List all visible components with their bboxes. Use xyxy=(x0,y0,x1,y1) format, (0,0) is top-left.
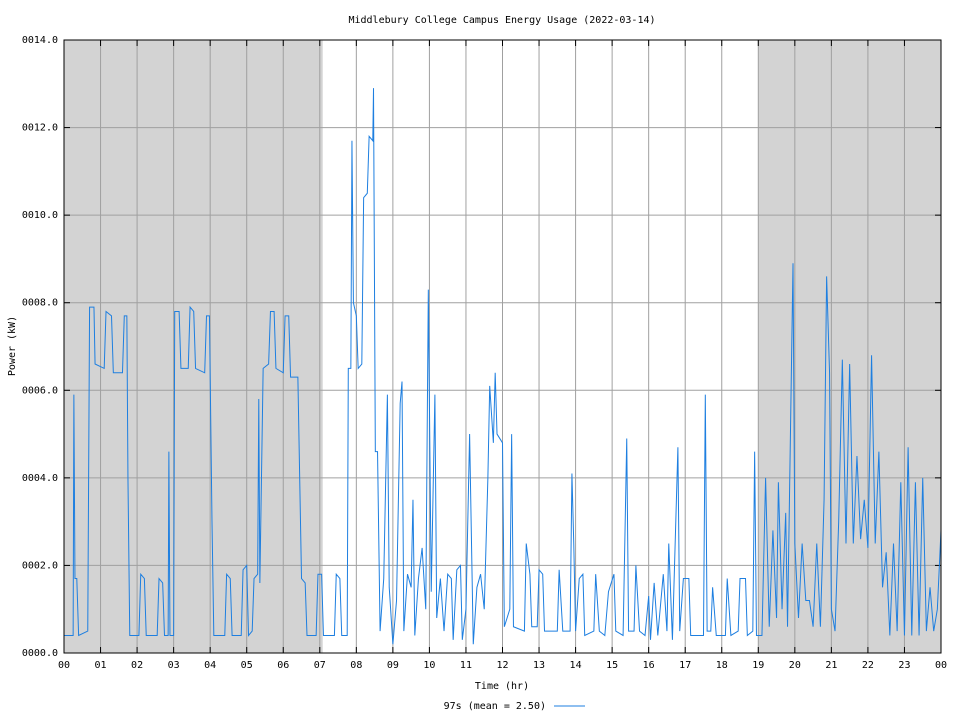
x-tick-label: 13 xyxy=(533,660,545,671)
y-tick-label: 0010.0 xyxy=(22,210,58,221)
x-tick-label: 18 xyxy=(716,660,728,671)
x-tick-label: 19 xyxy=(752,660,764,671)
x-tick-label: 06 xyxy=(277,660,289,671)
y-tick-label: 0004.0 xyxy=(22,473,58,484)
chart-title: Middlebury College Campus Energy Usage (… xyxy=(348,15,655,26)
y-tick-label: 0014.0 xyxy=(22,35,58,46)
plot-border xyxy=(63,39,942,654)
legend-label: 97s (mean = 2.50) xyxy=(444,701,546,712)
x-tick-label: 21 xyxy=(825,660,837,671)
x-tick-label: 23 xyxy=(898,660,910,671)
x-tick-label: 10 xyxy=(423,660,435,671)
x-tick-label: 01 xyxy=(95,660,107,671)
x-tick-label: 20 xyxy=(789,660,801,671)
x-tick-label: 16 xyxy=(643,660,655,671)
x-tick-label: 04 xyxy=(204,660,216,671)
x-tick-label: 09 xyxy=(387,660,399,671)
x-tick-label: 00 xyxy=(58,660,70,671)
x-axis-label: Time (hr) xyxy=(475,681,529,692)
x-tick-label: 07 xyxy=(314,660,326,671)
x-tick-label: 22 xyxy=(862,660,874,671)
y-tick-label: 0002.0 xyxy=(22,560,58,571)
y-tick-label: 0012.0 xyxy=(22,123,58,134)
x-tick-label: 11 xyxy=(460,660,472,671)
y-tick-label: 0006.0 xyxy=(22,385,58,396)
x-tick-label: 08 xyxy=(350,660,362,671)
x-tick-label: 17 xyxy=(679,660,691,671)
data-line xyxy=(64,88,942,645)
y-tick-label: 0008.0 xyxy=(22,298,58,309)
y-tick-label: 0000.0 xyxy=(22,648,58,659)
y-axis-label: Power (kW) xyxy=(7,316,18,376)
x-tick-label: 02 xyxy=(131,660,143,671)
x-tick-label: 00 xyxy=(935,660,947,671)
x-tick-label: 03 xyxy=(168,660,180,671)
x-tick-label: 05 xyxy=(241,660,253,671)
shaded-range xyxy=(64,40,323,653)
x-tick-label: 12 xyxy=(496,660,508,671)
x-tick-label: 15 xyxy=(606,660,618,671)
x-tick-label: 14 xyxy=(570,660,582,671)
